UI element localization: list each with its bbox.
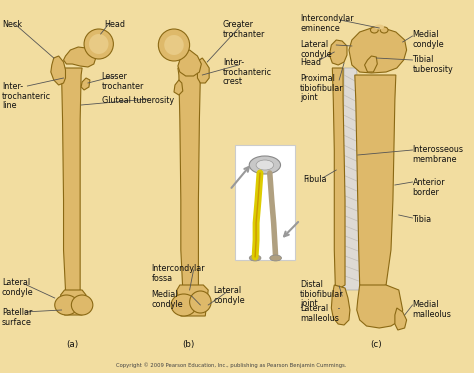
Circle shape <box>164 35 184 55</box>
Ellipse shape <box>55 295 78 315</box>
Text: Fibula: Fibula <box>303 175 327 184</box>
Text: Lateral
condyle: Lateral condyle <box>300 40 332 59</box>
Ellipse shape <box>374 25 384 29</box>
Ellipse shape <box>171 294 196 316</box>
Text: Head: Head <box>105 20 126 29</box>
Ellipse shape <box>380 27 388 33</box>
Circle shape <box>158 29 190 61</box>
Polygon shape <box>355 75 396 290</box>
Text: (c): (c) <box>371 340 382 349</box>
Polygon shape <box>357 285 403 328</box>
Polygon shape <box>198 58 209 83</box>
Polygon shape <box>331 285 350 325</box>
Polygon shape <box>64 47 96 67</box>
Ellipse shape <box>190 291 211 313</box>
Text: Lateral
condyle: Lateral condyle <box>2 278 34 297</box>
Text: Medial
condyle: Medial condyle <box>412 30 444 49</box>
Polygon shape <box>395 308 407 330</box>
Text: Intercondylar
fossa: Intercondylar fossa <box>152 264 205 283</box>
Polygon shape <box>51 56 65 85</box>
Text: Neck: Neck <box>2 20 22 29</box>
Text: Proximal
tibiofibular
joint: Proximal tibiofibular joint <box>300 74 344 103</box>
Polygon shape <box>332 68 345 288</box>
Polygon shape <box>174 80 183 95</box>
Text: Greater
trochanter: Greater trochanter <box>223 20 265 39</box>
Text: Lateral
condyle: Lateral condyle <box>213 286 245 305</box>
Text: (a): (a) <box>66 340 79 349</box>
Text: Patellar
surface: Patellar surface <box>2 308 32 327</box>
Text: Lateral
malleolus: Lateral malleolus <box>300 304 339 323</box>
Text: Head: Head <box>300 58 321 67</box>
Text: Lesser
trochanter: Lesser trochanter <box>101 72 144 91</box>
FancyArrowPatch shape <box>231 167 249 188</box>
Text: Medial
malleolus: Medial malleolus <box>412 300 451 319</box>
Polygon shape <box>178 50 201 76</box>
Ellipse shape <box>249 255 261 261</box>
Polygon shape <box>81 78 90 90</box>
Text: Distal
tibiofibular
joint: Distal tibiofibular joint <box>300 280 344 308</box>
Text: Gluteal tuberosity: Gluteal tuberosity <box>101 96 174 105</box>
Text: Inter-
trochanteric
line: Inter- trochanteric line <box>2 82 51 110</box>
Text: Copyright © 2009 Pearson Education, Inc., publishing as Pearson Benjamin Cumming: Copyright © 2009 Pearson Education, Inc.… <box>117 363 347 368</box>
Text: Inter-
trochanteric
crest: Inter- trochanteric crest <box>223 58 272 87</box>
Text: Tibial
tuberosity: Tibial tuberosity <box>412 55 453 74</box>
Ellipse shape <box>270 255 282 261</box>
Polygon shape <box>329 40 347 65</box>
Polygon shape <box>177 285 208 316</box>
Circle shape <box>89 34 109 54</box>
Polygon shape <box>349 28 407 73</box>
Polygon shape <box>178 68 202 295</box>
Polygon shape <box>61 290 86 315</box>
Polygon shape <box>365 56 377 72</box>
Circle shape <box>84 29 113 59</box>
Ellipse shape <box>256 160 273 170</box>
Text: Medial
condyle: Medial condyle <box>152 290 183 309</box>
Text: Anterior
border: Anterior border <box>412 178 445 197</box>
FancyArrowPatch shape <box>284 222 298 236</box>
Ellipse shape <box>371 27 378 33</box>
Ellipse shape <box>72 295 93 315</box>
Text: Tibia: Tibia <box>412 215 432 224</box>
Text: Interosseous
membrane: Interosseous membrane <box>412 145 464 164</box>
Polygon shape <box>61 68 82 295</box>
Text: Intercondylar
eminence: Intercondylar eminence <box>300 14 354 33</box>
Text: (b): (b) <box>182 340 195 349</box>
FancyBboxPatch shape <box>235 145 295 260</box>
Polygon shape <box>342 68 362 290</box>
Ellipse shape <box>249 156 281 174</box>
